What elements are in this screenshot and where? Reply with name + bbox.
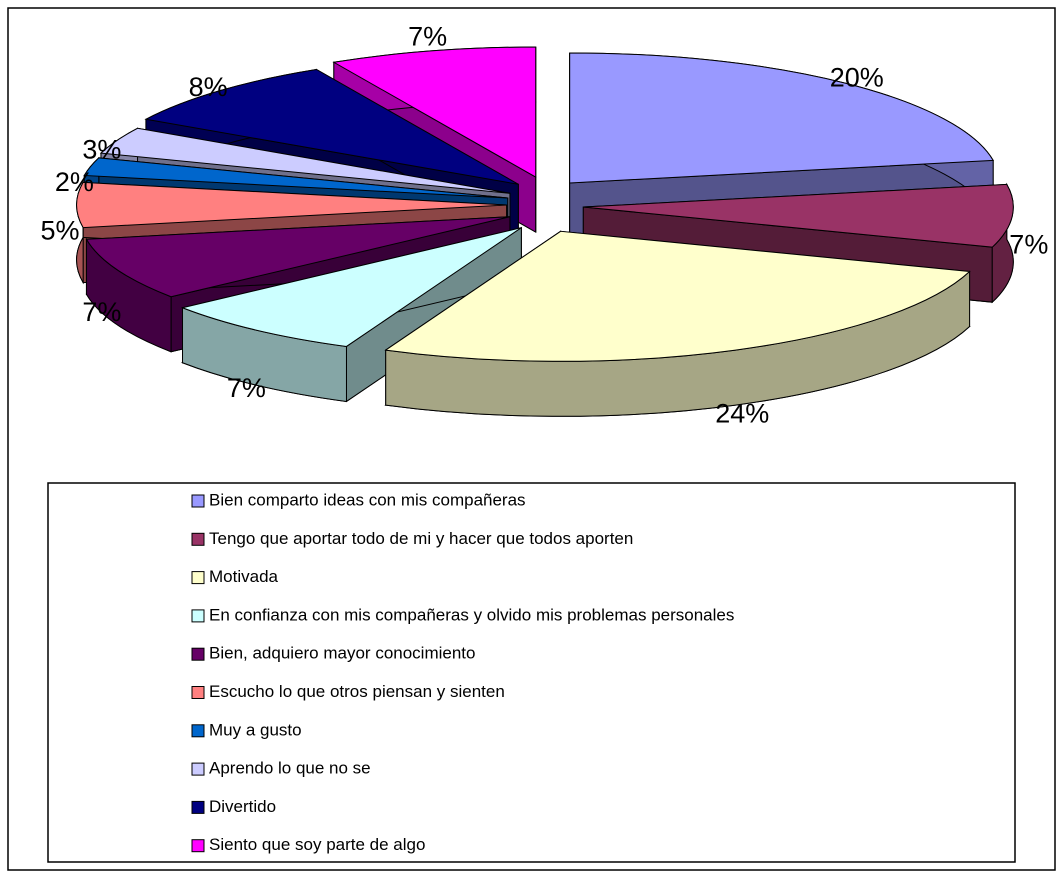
legend-label: Muy a gusto — [209, 720, 302, 739]
slice — [569, 52, 994, 184]
legend-swatch — [191, 724, 205, 738]
legend-swatch — [191, 609, 205, 623]
legend-swatch — [191, 686, 205, 699]
data-label: 7% — [227, 373, 266, 403]
legend-swatch — [191, 571, 205, 585]
data-label: 8% — [189, 72, 228, 102]
data-label: 20% — [830, 62, 884, 92]
slice — [83, 157, 508, 199]
slice — [144, 68, 519, 185]
legend-swatch — [191, 532, 205, 546]
legend-label: Aprendo lo que no se — [209, 759, 371, 778]
legend-label: Tengo que aportar todo de mi y hacer que… — [209, 529, 633, 548]
data-label: 5% — [40, 216, 79, 246]
slice — [384, 230, 971, 362]
legend-swatch — [191, 647, 205, 661]
legend-swatch — [191, 800, 205, 814]
data-label: 24% — [715, 398, 769, 428]
legend-label: Bien, adquiero mayor conocimiento — [209, 644, 475, 663]
slice — [332, 46, 537, 178]
pie-tops — [76, 46, 1014, 362]
legend-box — [47, 482, 1016, 863]
legend-label: Bien comparto ideas con mis compañeras — [209, 490, 526, 509]
legend-label: Motivada — [209, 567, 279, 586]
labels: 20% 7% 24% 7% 7% 5% 2%3% 8% 7% Bien comparto idea… — [40, 22, 1048, 855]
legend-swatch — [191, 494, 205, 508]
data-label: 7% — [82, 297, 121, 327]
slice — [76, 181, 507, 229]
data-label: 7% — [1009, 230, 1048, 260]
legend-label: Siento que soy parte de algo — [209, 835, 425, 854]
data-label: 2% — [55, 167, 94, 197]
legend-label: En confianza con mis compañeras y olvido… — [209, 605, 734, 624]
legend-label: Divertido — [209, 797, 276, 816]
legend-swatch — [191, 839, 205, 853]
legend-label: Escucho lo que otros piensan y sienten — [209, 682, 505, 701]
slice — [99, 127, 511, 194]
slice — [180, 227, 522, 347]
data-label: 7% — [408, 22, 447, 52]
legend-swatch — [191, 762, 205, 776]
slice — [85, 216, 511, 298]
data-label: 3% — [82, 134, 121, 164]
slice — [583, 183, 1014, 248]
